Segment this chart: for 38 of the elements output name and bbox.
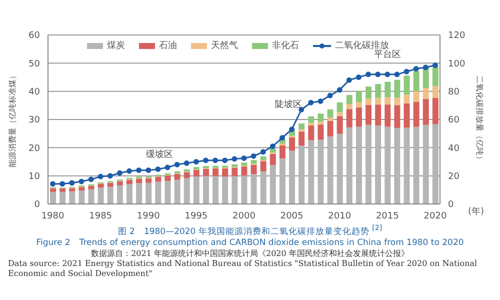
- y-tick-label: 20: [28, 144, 40, 154]
- legend-label: 天然气: [211, 40, 238, 52]
- x-tick-label: 1985: [89, 211, 112, 222]
- x-tick-label: 1980: [41, 211, 65, 222]
- x-axis-title: (年): [468, 206, 484, 218]
- legend-label: 煤炭: [107, 40, 125, 52]
- annotation: 陡坡区: [275, 98, 302, 111]
- y2-tick-label: 120: [448, 31, 466, 42]
- y2-tick-label: 100: [448, 59, 466, 70]
- y-axis-title: 能源消费量（亿吨标准煤）: [8, 72, 17, 168]
- x-tick-label: 2015: [376, 211, 399, 222]
- x-tick-label: 2000: [232, 211, 256, 222]
- y2-tick-label: 20: [448, 172, 460, 182]
- y2-tick-label: 0: [448, 200, 454, 210]
- x-tick-label: 1990: [136, 211, 160, 222]
- x-tick-label: 2020: [424, 211, 447, 222]
- y2-axis-title: 二氧化碳排放量（亿吨）: [475, 76, 484, 164]
- text: 数据源自：2021 年能源统计和中国国家统计局《2020 年国民经济和社会发展统计公报》: [90, 248, 410, 259]
- source-note: Data source: 2021 Energy Statistics and National Bureau of Statistics "Statistical Bulletin of Year 2020 on National Economic and Social Development": [8, 258, 478, 279]
- y-tick-label: 0: [34, 200, 40, 210]
- legend-label: 非化石: [272, 40, 299, 52]
- y2-tick-label: 80: [448, 88, 460, 98]
- y-tick-label: 10: [28, 172, 40, 182]
- text: 图 2 1980—2020 年我国能源消费和二氧化碳排放量变化趋势 $^{[2]}$: [116, 222, 384, 238]
- x-tick-label: 2010: [328, 211, 352, 222]
- text: Figure 2 Trends of energy consumption and CARBON dioxide emissions in China from 1980 to 2020: [35, 238, 465, 249]
- annotation: 平台区: [374, 50, 401, 61]
- y-tick-label: 40: [28, 88, 40, 98]
- y-tick-label: 30: [28, 116, 40, 126]
- y2-tick-label: 60: [448, 116, 460, 126]
- legend-label: 二氧化碳排放: [335, 40, 389, 51]
- x-tick-label: 2005: [280, 211, 304, 222]
- x-tick-label: 1995: [184, 211, 208, 222]
- y2-tick-label: 40: [448, 144, 460, 154]
- y-tick-label: 60: [28, 31, 40, 42]
- annotation: 缓坡区: [146, 148, 173, 161]
- y-tick-label: 50: [28, 59, 40, 70]
- legend-label: 石油: [159, 40, 177, 52]
